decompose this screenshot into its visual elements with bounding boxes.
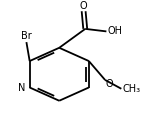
Text: O: O xyxy=(80,1,87,11)
Text: N: N xyxy=(18,83,26,92)
Text: O: O xyxy=(106,79,113,89)
Text: CH₃: CH₃ xyxy=(122,84,140,94)
Text: OH: OH xyxy=(107,26,122,36)
Text: Br: Br xyxy=(21,31,32,42)
